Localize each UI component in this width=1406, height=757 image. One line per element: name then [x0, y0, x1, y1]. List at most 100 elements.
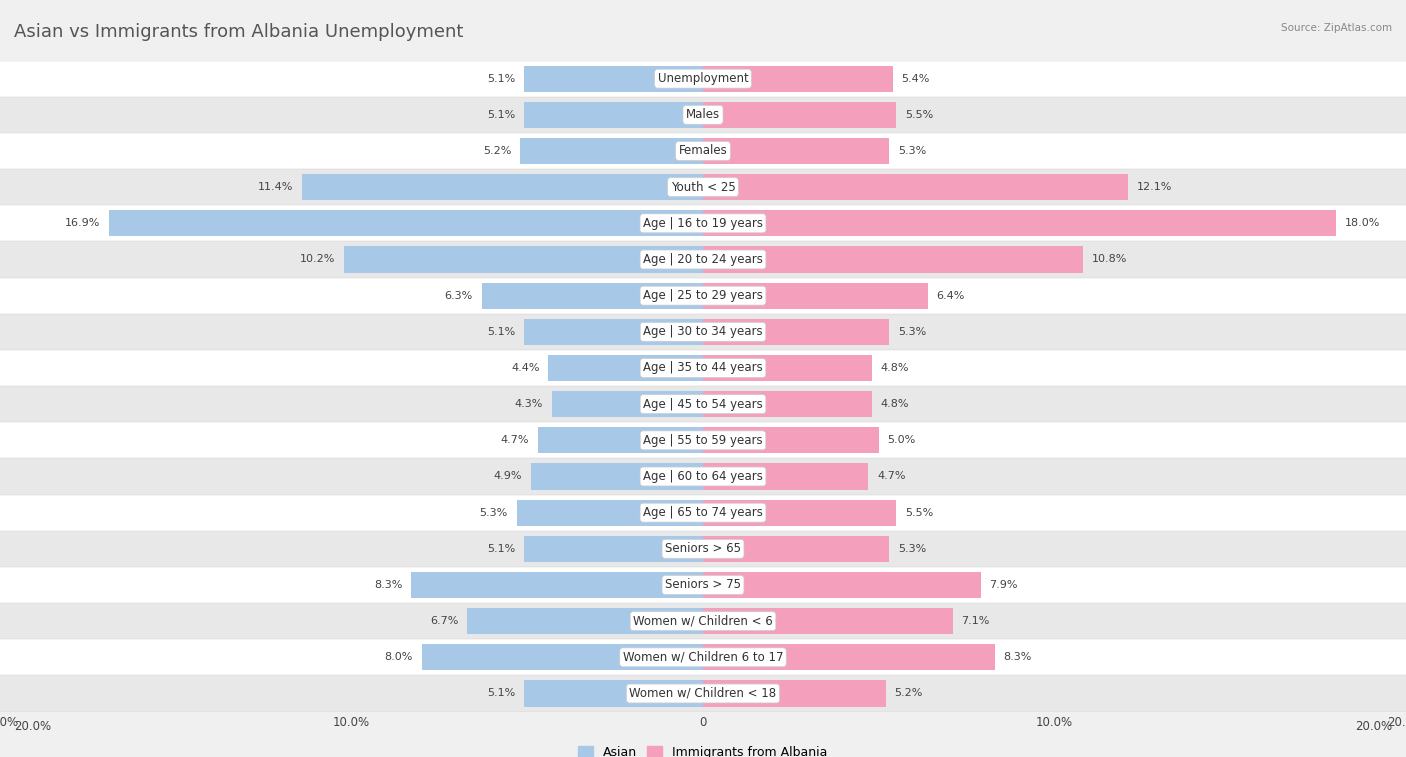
Bar [0, 169, 1406, 205]
Text: 16.9%: 16.9% [65, 218, 100, 229]
Bar [0, 386, 1406, 422]
Text: Females: Females [679, 145, 727, 157]
Bar [703, 427, 879, 453]
Text: Source: ZipAtlas.com: Source: ZipAtlas.com [1281, 23, 1392, 33]
Text: 5.1%: 5.1% [486, 544, 515, 554]
Text: 5.4%: 5.4% [901, 73, 929, 83]
Bar [537, 427, 703, 453]
Text: 5.1%: 5.1% [486, 110, 515, 120]
Text: 8.3%: 8.3% [1004, 653, 1032, 662]
Bar [703, 536, 889, 562]
Text: Women w/ Children < 6: Women w/ Children < 6 [633, 615, 773, 628]
Bar [0, 97, 1406, 133]
Bar [703, 282, 928, 309]
Text: 7.1%: 7.1% [962, 616, 990, 626]
Bar [524, 681, 703, 706]
Bar [703, 608, 953, 634]
Bar [531, 463, 703, 490]
Bar [0, 675, 1406, 712]
Bar [344, 247, 703, 273]
Text: 6.3%: 6.3% [444, 291, 472, 301]
Bar [703, 174, 1129, 200]
Text: 5.5%: 5.5% [905, 110, 934, 120]
Bar [703, 500, 897, 525]
Bar [0, 313, 1406, 350]
Bar [481, 282, 703, 309]
Text: 20.0%: 20.0% [1355, 720, 1392, 734]
Bar [703, 247, 1083, 273]
Bar [0, 639, 1406, 675]
Text: Unemployment: Unemployment [658, 72, 748, 85]
Bar [0, 567, 1406, 603]
Bar [524, 66, 703, 92]
Bar [524, 319, 703, 345]
Bar [302, 174, 703, 200]
Text: 5.3%: 5.3% [898, 146, 927, 156]
Bar [703, 66, 893, 92]
Legend: Asian, Immigrants from Albania: Asian, Immigrants from Albania [574, 741, 832, 757]
Text: Age | 60 to 64 years: Age | 60 to 64 years [643, 470, 763, 483]
Text: 5.2%: 5.2% [484, 146, 512, 156]
Bar [0, 459, 1406, 494]
Text: Age | 45 to 54 years: Age | 45 to 54 years [643, 397, 763, 410]
Bar [703, 572, 981, 598]
Text: 5.2%: 5.2% [894, 689, 922, 699]
Bar [422, 644, 703, 671]
Text: Age | 55 to 59 years: Age | 55 to 59 years [643, 434, 763, 447]
Text: 5.1%: 5.1% [486, 327, 515, 337]
Text: 7.9%: 7.9% [990, 580, 1018, 590]
Bar [0, 531, 1406, 567]
Bar [703, 319, 889, 345]
Bar [110, 210, 703, 236]
Text: 8.3%: 8.3% [374, 580, 402, 590]
Bar [548, 355, 703, 381]
Bar [0, 205, 1406, 241]
Text: Age | 16 to 19 years: Age | 16 to 19 years [643, 217, 763, 230]
Bar [524, 101, 703, 128]
Text: 4.9%: 4.9% [494, 472, 522, 481]
Text: Seniors > 65: Seniors > 65 [665, 542, 741, 556]
Bar [0, 350, 1406, 386]
Text: 5.5%: 5.5% [905, 508, 934, 518]
Text: 4.8%: 4.8% [880, 363, 910, 373]
Text: 5.3%: 5.3% [479, 508, 508, 518]
Text: 6.7%: 6.7% [430, 616, 458, 626]
Text: 8.0%: 8.0% [385, 653, 413, 662]
Text: Women w/ Children < 18: Women w/ Children < 18 [630, 687, 776, 700]
Bar [703, 463, 869, 490]
Bar [520, 138, 703, 164]
Bar [703, 138, 889, 164]
Bar [0, 494, 1406, 531]
Bar [0, 278, 1406, 313]
Text: 5.1%: 5.1% [486, 689, 515, 699]
Text: 18.0%: 18.0% [1344, 218, 1379, 229]
Text: Age | 35 to 44 years: Age | 35 to 44 years [643, 362, 763, 375]
Text: 4.3%: 4.3% [515, 399, 543, 409]
Text: 6.4%: 6.4% [936, 291, 965, 301]
Bar [0, 61, 1406, 97]
Text: Males: Males [686, 108, 720, 121]
Bar [524, 536, 703, 562]
Text: Women w/ Children 6 to 17: Women w/ Children 6 to 17 [623, 651, 783, 664]
Text: 4.4%: 4.4% [510, 363, 540, 373]
Bar [703, 644, 995, 671]
Text: 4.7%: 4.7% [877, 472, 905, 481]
Bar [0, 603, 1406, 639]
Text: 5.3%: 5.3% [898, 544, 927, 554]
Bar [703, 101, 897, 128]
Text: 11.4%: 11.4% [259, 182, 294, 192]
Text: 5.0%: 5.0% [887, 435, 915, 445]
Text: 20.0%: 20.0% [14, 720, 51, 734]
Bar [703, 355, 872, 381]
Bar [467, 608, 703, 634]
Bar [703, 210, 1336, 236]
Text: Seniors > 75: Seniors > 75 [665, 578, 741, 591]
Text: 5.3%: 5.3% [898, 327, 927, 337]
Bar [0, 241, 1406, 278]
Text: Youth < 25: Youth < 25 [671, 181, 735, 194]
Text: 5.1%: 5.1% [486, 73, 515, 83]
Text: Asian vs Immigrants from Albania Unemployment: Asian vs Immigrants from Albania Unemplo… [14, 23, 464, 41]
Bar [517, 500, 703, 525]
Text: Age | 25 to 29 years: Age | 25 to 29 years [643, 289, 763, 302]
Text: Age | 20 to 24 years: Age | 20 to 24 years [643, 253, 763, 266]
